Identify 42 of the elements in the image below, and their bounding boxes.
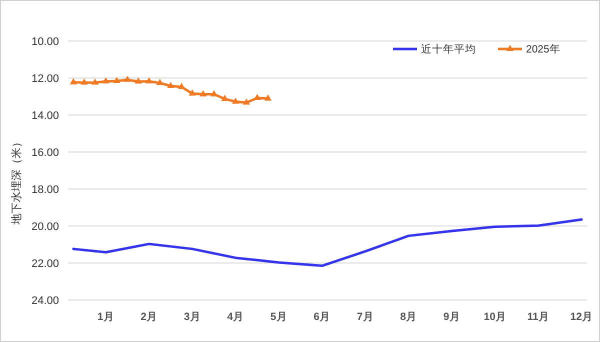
legend-label: 2025年: [526, 44, 560, 56]
x-tick-label: 12月: [570, 311, 593, 323]
y-axis-title: 地下水埋深（米）: [10, 136, 23, 226]
point: [124, 76, 132, 82]
x-tick-label: 7月: [356, 311, 374, 323]
x-tick-label: 8月: [400, 311, 418, 323]
point: [146, 77, 153, 84]
y-tick-label: 14.00: [31, 110, 59, 122]
x-tick-label: 1月: [97, 311, 114, 323]
point: [80, 78, 88, 85]
point: [242, 98, 250, 105]
point: [70, 78, 77, 84]
y-tick-label: 20.00: [31, 220, 59, 233]
point: [134, 77, 142, 84]
point: [254, 94, 261, 100]
point: [188, 89, 196, 96]
y-tick-label: 18.00: [31, 184, 59, 196]
x-tick-label: 10月: [484, 311, 506, 323]
x-tick-label: 3月: [184, 311, 201, 323]
point: [264, 94, 272, 101]
point: [91, 78, 99, 85]
y-tick-label: 24.00: [31, 294, 59, 307]
point: [232, 98, 240, 104]
x-tick-label: 6月: [314, 311, 331, 323]
x-tick-label: 4月: [227, 311, 244, 323]
point: [178, 82, 186, 89]
point: [102, 77, 110, 84]
x-tick-label: 9月: [443, 311, 460, 323]
legend-label: 近十年平均: [421, 42, 476, 56]
x-tick-label: 5月: [270, 311, 288, 323]
x-tick-label: 11月: [527, 311, 550, 323]
point: [113, 76, 120, 84]
point: [221, 94, 228, 101]
line-series: [72, 218, 583, 268]
y-tick-label: 22.00: [31, 258, 59, 270]
y-tick-label: 10.00: [31, 36, 59, 48]
point: [200, 90, 207, 96]
x-tick-label: 2月: [140, 311, 158, 323]
point: [167, 82, 174, 88]
y-tick-label: 16.00: [31, 146, 59, 159]
point: [156, 78, 164, 86]
y-tick-label: 12.00: [31, 72, 59, 85]
